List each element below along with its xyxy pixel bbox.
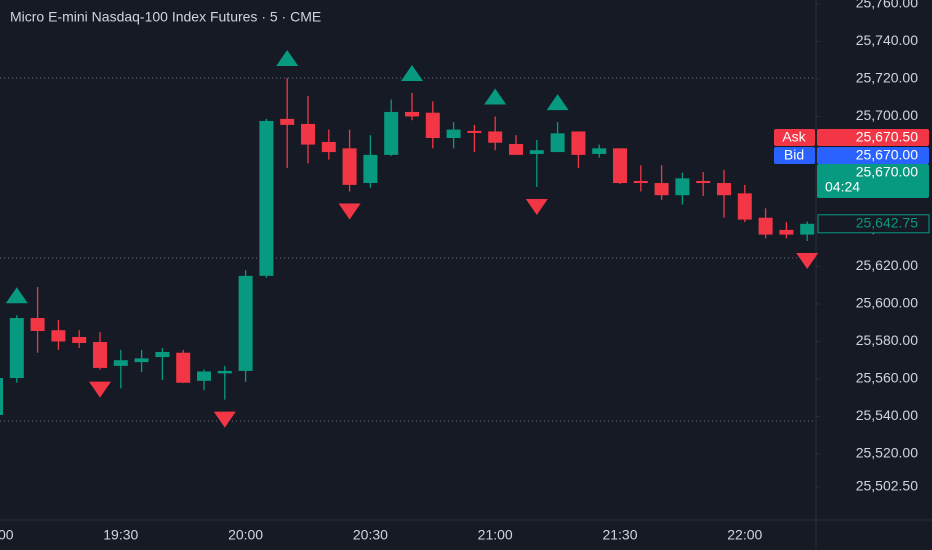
candle-body	[321, 141, 336, 153]
last-box	[817, 164, 929, 198]
candle-body	[30, 318, 45, 331]
candle-body	[176, 352, 191, 383]
candle-body	[217, 370, 232, 374]
signal-up	[276, 50, 299, 67]
candle-body	[654, 183, 669, 196]
candle-body	[113, 360, 128, 366]
x-tick-label: 19:00	[0, 527, 14, 543]
signal-down	[89, 381, 111, 398]
x-tick-label: 22:00	[727, 527, 762, 543]
y-tick-label: 25,502.50	[856, 478, 918, 494]
candle-body	[259, 120, 274, 276]
signal-up	[401, 65, 423, 82]
candle-body	[675, 178, 690, 196]
candle-body	[529, 150, 544, 154]
countdown: 04:24	[825, 179, 860, 195]
candle-body	[301, 123, 315, 145]
x-tick-label: 20:30	[353, 527, 388, 543]
y-tick-label: 25,600.00	[856, 295, 918, 311]
candle-body	[633, 180, 648, 184]
candle-body	[717, 183, 731, 196]
y-tick-label: 25,540.00	[856, 407, 918, 423]
candle-body	[592, 148, 607, 154]
last-price-label: 25,642.75	[856, 215, 918, 231]
bid-tag-box	[774, 147, 815, 164]
y-tick-label: 25,720.00	[856, 70, 918, 86]
candle-body	[405, 111, 419, 117]
candle-body	[488, 131, 503, 143]
candle-body	[779, 229, 794, 235]
ask-tag: Ask	[782, 129, 806, 145]
candle-body	[155, 351, 170, 358]
bid-price: 25,670.00	[856, 147, 918, 163]
y-tick-label: 25,580.00	[856, 332, 918, 348]
candle-body	[342, 148, 357, 185]
candle-body	[0, 378, 3, 415]
candle-body	[51, 330, 66, 342]
x-tick-label: 21:00	[478, 527, 513, 543]
plot-area	[0, 50, 819, 428]
candle-body	[509, 144, 523, 155]
candle-body	[425, 112, 440, 139]
candle-body	[696, 180, 711, 184]
y-tick-label: 25,520.00	[856, 445, 918, 461]
candle-body	[384, 111, 399, 155]
candle-body	[93, 342, 107, 368]
x-tick-label: 20:00	[228, 527, 263, 543]
candle-body	[550, 133, 565, 153]
y-tick-label: 25,560.00	[856, 370, 918, 386]
x-tick-label: 19:30	[103, 527, 138, 543]
candle-body	[363, 154, 378, 184]
last-price: 25,670.00	[856, 164, 918, 180]
signal-down	[796, 252, 819, 269]
y-tick-label: 25,760.00	[856, 0, 918, 11]
candle-body	[280, 118, 295, 125]
signal-down	[525, 198, 548, 215]
bid-price-box	[817, 147, 929, 164]
signal-down	[213, 411, 236, 428]
candle-body	[613, 148, 627, 184]
ask-price: 25,670.50	[856, 129, 918, 145]
ask-tag-box	[774, 129, 815, 146]
candle-body	[800, 223, 815, 235]
signal-up	[546, 94, 569, 111]
signal-down	[338, 203, 361, 220]
candle-body	[571, 131, 586, 155]
candle-body	[737, 193, 752, 220]
chart-title: Micro E-mini Nasdaq-100 Index Futures · …	[10, 9, 321, 25]
y-tick-label: 25,700.00	[856, 107, 918, 123]
candle-body	[134, 358, 149, 363]
candle-body	[9, 318, 24, 379]
bid-tag: Bid	[784, 147, 804, 163]
y-tick-label: 25,620.00	[856, 257, 918, 273]
signal-up	[5, 287, 28, 304]
candle-body	[197, 371, 211, 381]
x-tick-label: 21:30	[602, 527, 637, 543]
signal-up	[484, 88, 507, 105]
candle-body	[758, 217, 773, 235]
candle-body	[467, 130, 482, 133]
candle-body	[446, 129, 461, 139]
last-price-box	[817, 214, 930, 234]
candle-body	[72, 336, 87, 343]
ask-price-box	[817, 129, 929, 146]
candle-body	[238, 275, 253, 371]
y-tick-label: 25,740.00	[856, 32, 918, 48]
